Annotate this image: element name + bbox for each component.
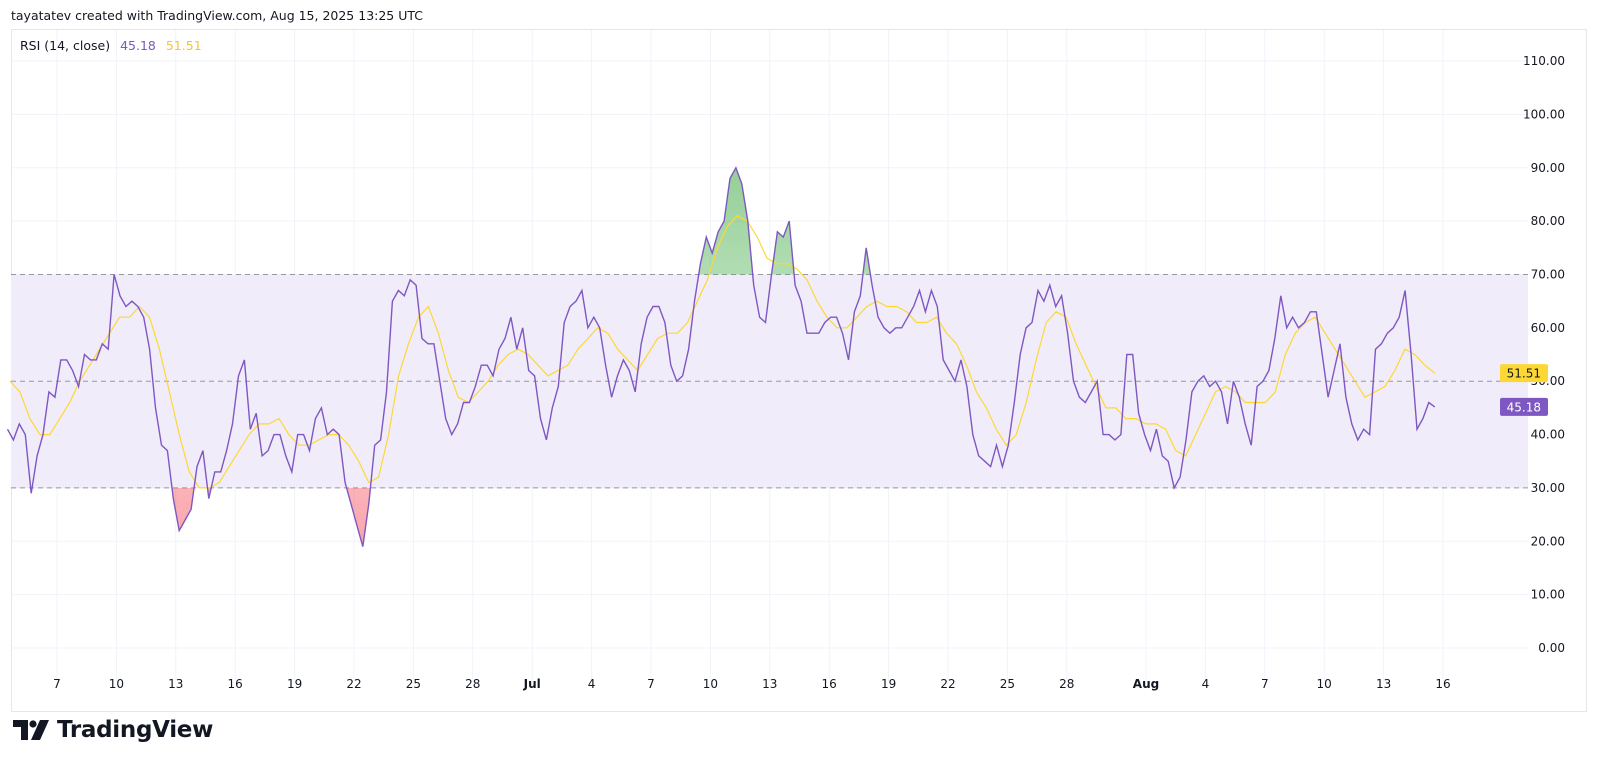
x-axis[interactable]: 7 10 13 16 19 22 25 28 Jul 4 7 10 13 16 19 22 25 28 Aug 4 7 1… xyxy=(53,677,1450,691)
x-tick-label: 7 xyxy=(647,677,655,691)
y-tick-label: 30.00 xyxy=(1531,481,1565,495)
y-tick-label: 0.00 xyxy=(1538,641,1565,655)
x-tick-label: 4 xyxy=(1202,677,1210,691)
x-tick-label: 13 xyxy=(1376,677,1391,691)
rsi-legend-value: 45.18 xyxy=(120,38,156,53)
price-tags: 45.18 51.51 xyxy=(1500,364,1548,416)
tradingview-logo-text: TradingView xyxy=(57,717,214,743)
y-tick-label: 40.00 xyxy=(1531,428,1565,442)
price-tag-background xyxy=(1500,397,1548,416)
x-tick-label: 25 xyxy=(1000,677,1015,691)
x-tick-label: 25 xyxy=(406,677,421,691)
x-tick-label: 10 xyxy=(1317,677,1332,691)
x-tick-label: 28 xyxy=(1059,677,1074,691)
rsi-ma-line xyxy=(9,215,1436,489)
tradingview-logo-icon xyxy=(13,720,49,740)
tradingview-logo[interactable]: TradingView xyxy=(13,717,213,743)
x-tick-label: 7 xyxy=(53,677,61,691)
x-tick-label: Jul xyxy=(523,677,541,691)
indicator-legend[interactable]: RSI (14, close) 45.18 51.51 xyxy=(20,38,208,53)
x-tick-label: 13 xyxy=(762,677,777,691)
x-tick-label: 22 xyxy=(940,677,955,691)
x-tick-label: 16 xyxy=(822,677,837,691)
y-tick-label: 100.00 xyxy=(1523,107,1565,121)
y-tick-label: 20.00 xyxy=(1531,534,1565,548)
x-tick-label: 16 xyxy=(1435,677,1450,691)
y-tick-label: 60.00 xyxy=(1531,321,1565,335)
ma-legend-value: 51.51 xyxy=(165,38,202,53)
x-tick-label: 28 xyxy=(465,677,480,691)
x-tick-label: 13 xyxy=(168,677,183,691)
rsi-line xyxy=(6,166,1436,547)
y-tick-label: 90.00 xyxy=(1531,161,1565,175)
y-tick-label: 110.00 xyxy=(1523,54,1565,68)
x-tick-label: 4 xyxy=(588,677,596,691)
x-tick-label: 10 xyxy=(703,677,718,691)
rsi-price-tag: 45.18 xyxy=(1500,397,1548,416)
overbought-fill xyxy=(7,167,1435,275)
price-tag-background xyxy=(1500,364,1548,383)
y-tick-label: 70.00 xyxy=(1531,267,1565,281)
x-tick-label: Aug xyxy=(1133,677,1159,691)
x-tick-label: 22 xyxy=(346,677,361,691)
price-tag-value: 45.18 xyxy=(1507,400,1541,414)
chart-credit: tayatatev created with TradingView.com, … xyxy=(11,8,424,23)
y-tick-label: 80.00 xyxy=(1531,214,1565,228)
ma-price-tag: 51.51 xyxy=(1500,364,1548,383)
x-tick-label: 16 xyxy=(228,677,243,691)
indicator-title: RSI (14, close) xyxy=(20,38,111,53)
y-axis[interactable]: 0.0010.0020.0030.0040.0050.0060.0070.008… xyxy=(1523,54,1565,655)
x-tick-label: 19 xyxy=(881,677,896,691)
x-tick-label: 10 xyxy=(109,677,124,691)
x-tick-label: 7 xyxy=(1261,677,1269,691)
y-tick-label: 10.00 xyxy=(1531,588,1565,602)
price-tag-value: 51.51 xyxy=(1507,367,1541,381)
x-tick-label: 19 xyxy=(287,677,302,691)
